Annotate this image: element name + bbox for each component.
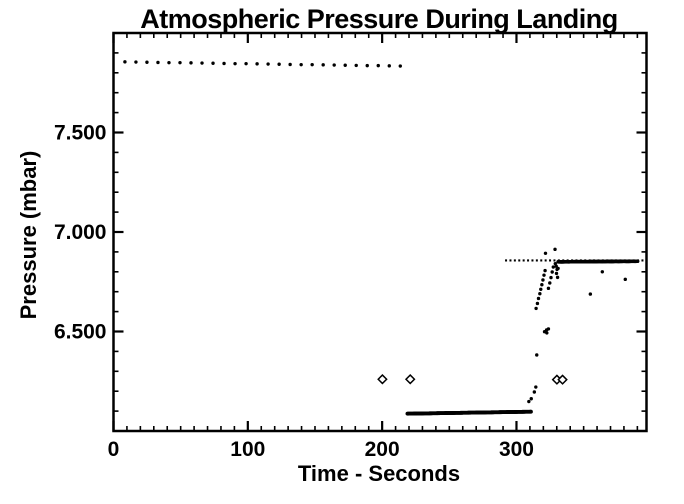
pressure-rise-transition	[527, 247, 560, 404]
settled-pressure-segment	[556, 259, 640, 264]
x-tick-label: 200	[365, 438, 400, 461]
chart-title: Atmospheric Pressure During Landing	[140, 4, 618, 34]
y-tick-label: 7.500	[54, 122, 107, 145]
x-tick-label: 100	[230, 438, 265, 461]
plot-box	[112, 31, 648, 433]
y-axis-label: Pressure (mbar)	[16, 151, 41, 320]
event-diamond-markers	[377, 373, 568, 385]
surface-low-pressure-segment	[405, 409, 533, 416]
x-tick-label: 0	[108, 438, 120, 461]
post-landing-outlier-dots	[588, 270, 627, 296]
axes	[112, 31, 648, 433]
upper-descent-dots	[123, 60, 402, 68]
x-tick-label: 300	[499, 438, 534, 461]
data-series	[123, 60, 640, 416]
y-tick-label: 7.000	[54, 221, 107, 244]
y-tick-label: 6.500	[54, 321, 107, 344]
x-axis-label: Time - Seconds	[298, 461, 460, 486]
tick-labels: 0 100 200 300 6.500 7.000 7.500	[54, 122, 534, 462]
